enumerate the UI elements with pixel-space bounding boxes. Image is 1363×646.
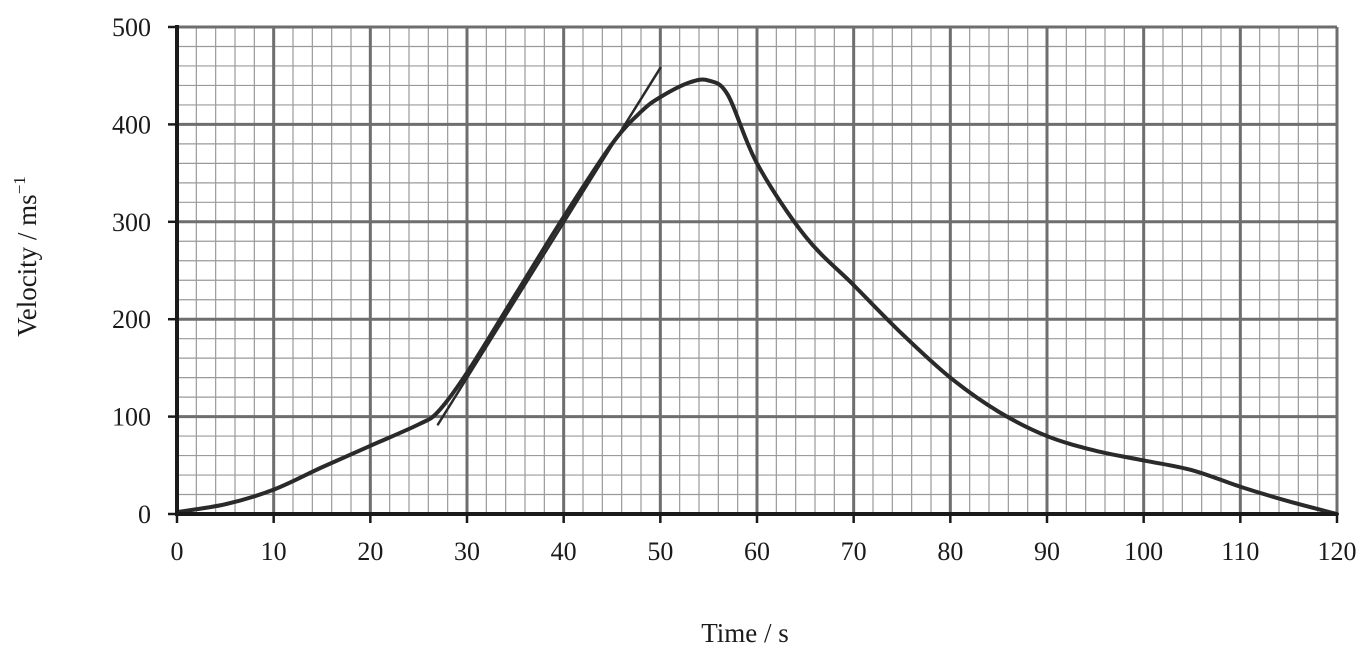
y-tick-label: 100 <box>112 403 151 432</box>
x-tick-label: 120 <box>1318 537 1357 566</box>
x-tick-labels: 0 10 20 30 40 50 60 70 80 90 100 110 120 <box>171 537 1357 566</box>
x-tick-label: 10 <box>261 537 287 566</box>
x-tick-label: 100 <box>1124 537 1163 566</box>
series-layer <box>175 66 1339 516</box>
y-tick-label: 200 <box>112 305 151 334</box>
y-tick-label: 400 <box>112 110 151 139</box>
velocity-curve <box>175 77 1339 516</box>
x-tick-label: 20 <box>357 537 383 566</box>
x-tick-label: 30 <box>454 537 480 566</box>
y-tick-label: 300 <box>112 208 151 237</box>
axes <box>168 25 1339 523</box>
tangent-line <box>436 66 662 426</box>
x-tick-label: 60 <box>744 537 770 566</box>
x-tick-label: 0 <box>171 537 184 566</box>
y-tick-label: 500 <box>112 13 151 42</box>
y-axis-label: Velocity / ms−1 <box>10 176 42 337</box>
x-tick-label: 50 <box>647 537 673 566</box>
x-axis-label: Time / s <box>701 618 789 646</box>
x-tick-label: 40 <box>551 537 577 566</box>
x-tick-label: 80 <box>937 537 963 566</box>
y-axis-label-superscript: −1 <box>10 176 29 194</box>
y-tick-label: 0 <box>138 500 151 529</box>
x-tick-label: 70 <box>841 537 867 566</box>
y-axis-label-main: Velocity / ms <box>12 194 42 337</box>
y-tick-labels: 0 100 200 300 400 500 <box>112 13 151 529</box>
x-tick-label: 110 <box>1221 537 1259 566</box>
x-tick-label: 90 <box>1034 537 1060 566</box>
